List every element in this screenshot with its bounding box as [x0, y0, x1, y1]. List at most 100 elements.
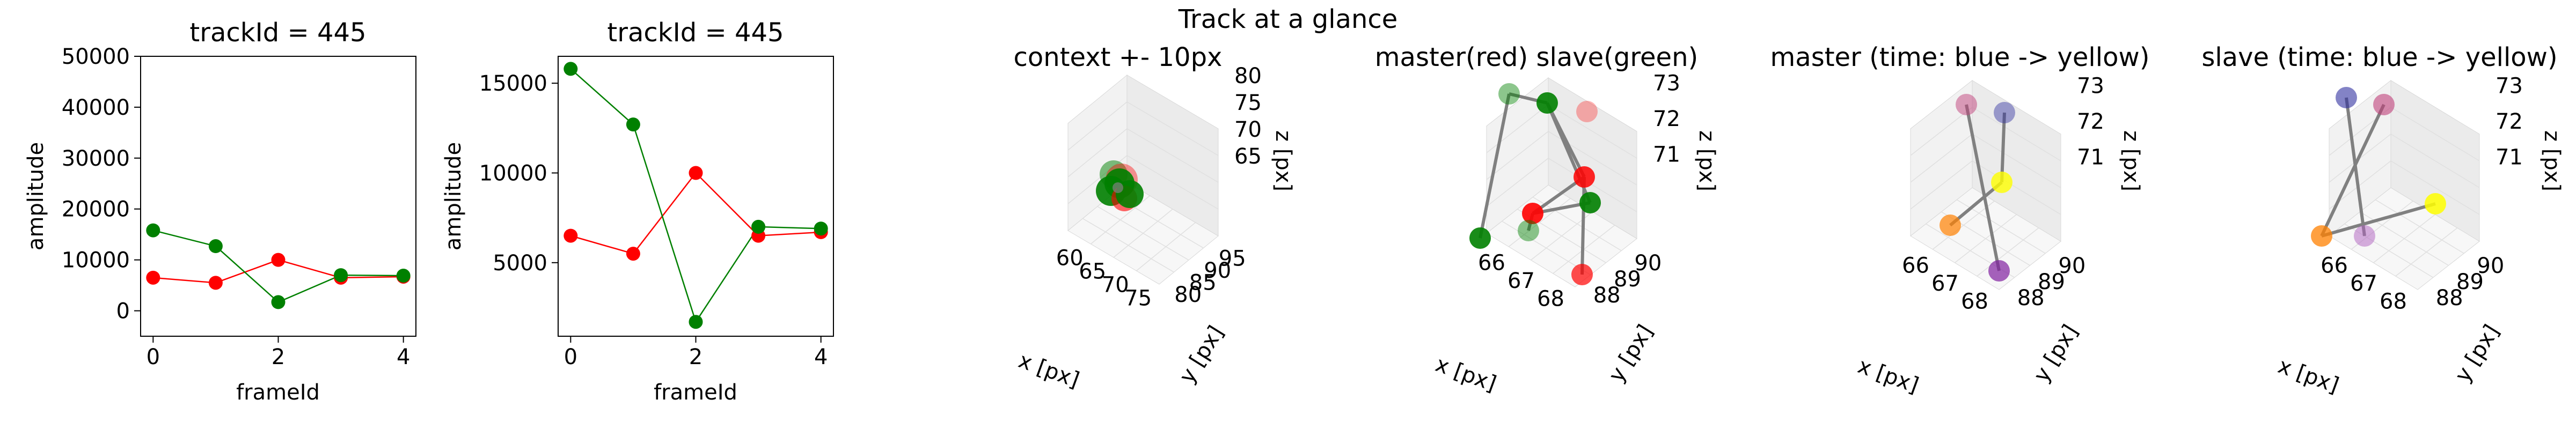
- x-tick-label: 66: [1478, 251, 1505, 276]
- amplitude-chart-2: trackId = 445 frameId amplitude 0 2 4 5000…: [441, 18, 834, 405]
- series-lines: [570, 68, 821, 324]
- data-point: [564, 228, 578, 243]
- grid-line: [1067, 101, 1128, 151]
- grid-line: [1977, 227, 2039, 277]
- y-tick-label: 10000: [62, 248, 130, 273]
- y-tick-label: 90: [2477, 254, 2504, 278]
- x-tick-label: 0: [564, 345, 577, 369]
- grid-line: [1126, 101, 1219, 156]
- chart-title: master(red) slave(green): [1375, 42, 1698, 72]
- 3d-points: [1096, 160, 1144, 211]
- x-tick-label: 4: [814, 345, 828, 369]
- z-axis-label: z [px]: [1271, 130, 1296, 191]
- z-tick-label: 72: [1653, 107, 1680, 131]
- data-point: [2373, 94, 2395, 115]
- y-axis-label: y [px]: [2029, 320, 2083, 386]
- chart-title: trackId = 445: [189, 18, 366, 48]
- x-tick-label: 70: [1102, 273, 1129, 298]
- connecting-line: [1580, 176, 1586, 275]
- data-point: [1469, 227, 1491, 249]
- chart-title: slave (time: blue -> yellow): [2201, 42, 2557, 72]
- data-point: [208, 276, 223, 290]
- 3d-box: [1486, 77, 1637, 287]
- figure-suptitle: Track at a glance: [1178, 4, 1398, 34]
- series-markers: [564, 62, 828, 329]
- grid-line: [1126, 155, 1219, 210]
- grid-line: [1548, 104, 1637, 159]
- x-tick-label: 2: [689, 345, 702, 369]
- grid-line: [2375, 199, 2464, 254]
- y-tick-label: 95: [1219, 246, 1246, 271]
- data-point: [1518, 220, 1539, 241]
- z-tick-label: 73: [2077, 73, 2104, 98]
- grid-line: [1067, 128, 1128, 177]
- grid-line: [2390, 134, 2480, 188]
- data-point: [626, 247, 640, 261]
- grid-line: [1548, 158, 1637, 212]
- connecting-line: [2320, 103, 2385, 237]
- x-tick-label: 75: [1124, 286, 1152, 311]
- data-point: [1940, 214, 1961, 236]
- grid-line: [1972, 160, 2061, 215]
- connecting-line: [1479, 93, 1511, 239]
- y-tick-label: 20000: [62, 197, 130, 222]
- y-axis-label: y [px]: [1604, 320, 1658, 386]
- 3d-points: [1469, 83, 1601, 285]
- data-point: [751, 219, 766, 234]
- data-point: [1536, 92, 1558, 114]
- data-point: [1579, 192, 1601, 213]
- data-point: [1988, 260, 2010, 282]
- y-tick-label: 50000: [62, 45, 130, 69]
- data-point: [1576, 101, 1598, 122]
- y-tick-label: 89: [2038, 270, 2065, 294]
- grid-line: [1126, 128, 1219, 183]
- connecting-line: [1965, 104, 2001, 271]
- plot-area: [558, 56, 834, 337]
- x-tick-label: 4: [397, 345, 410, 369]
- grid-line: [2390, 160, 2480, 215]
- data-point: [396, 269, 411, 283]
- data-point: [2336, 87, 2357, 108]
- grid-line: [1136, 222, 1196, 271]
- 3d-points: [1940, 94, 2015, 282]
- y-tick-label: 88: [2017, 286, 2045, 310]
- z-axis-label: z [px]: [2540, 130, 2564, 191]
- x-tick-label: 68: [1537, 286, 1564, 311]
- y-tick-label: 90: [1204, 258, 1231, 283]
- data-point: [2311, 225, 2332, 247]
- y-tick-label: 85: [1189, 270, 1217, 295]
- grid-line: [1097, 206, 1189, 261]
- z-tick-label: 70: [1234, 117, 1262, 142]
- y-tick-label: 15000: [479, 71, 547, 96]
- z-ticks: 71 72 73: [2496, 73, 2523, 169]
- data-point: [1571, 264, 1593, 285]
- z-tick-label: 72: [2496, 109, 2523, 134]
- grid-line: [2390, 107, 2480, 161]
- y-axis-label: y [px]: [1175, 321, 1229, 387]
- amplitude-chart-1: trackId = 445 frameId amplitude 0 2 4 0 100…: [24, 18, 416, 405]
- z-axis-label: z [px]: [2119, 130, 2143, 191]
- data-point: [146, 270, 160, 285]
- 3d-box: [2329, 79, 2480, 290]
- x-tick-label: 67: [1507, 269, 1535, 293]
- z-tick-label: 80: [1234, 64, 1262, 88]
- y-tick-label: 89: [1614, 267, 1641, 292]
- grid-line: [1910, 160, 1973, 210]
- connecting-line: [2000, 112, 2006, 183]
- z-ticks: 71 72 73: [1653, 71, 1680, 167]
- z-ticks: 71 72 73: [2077, 73, 2104, 169]
- x-axis-label: frameId: [654, 380, 737, 405]
- grid-line: [1532, 196, 1622, 252]
- series-line: [570, 68, 821, 324]
- x-tick-label: 65: [1079, 260, 1106, 284]
- grid-line: [2395, 227, 2458, 277]
- data-point: [1956, 94, 1977, 115]
